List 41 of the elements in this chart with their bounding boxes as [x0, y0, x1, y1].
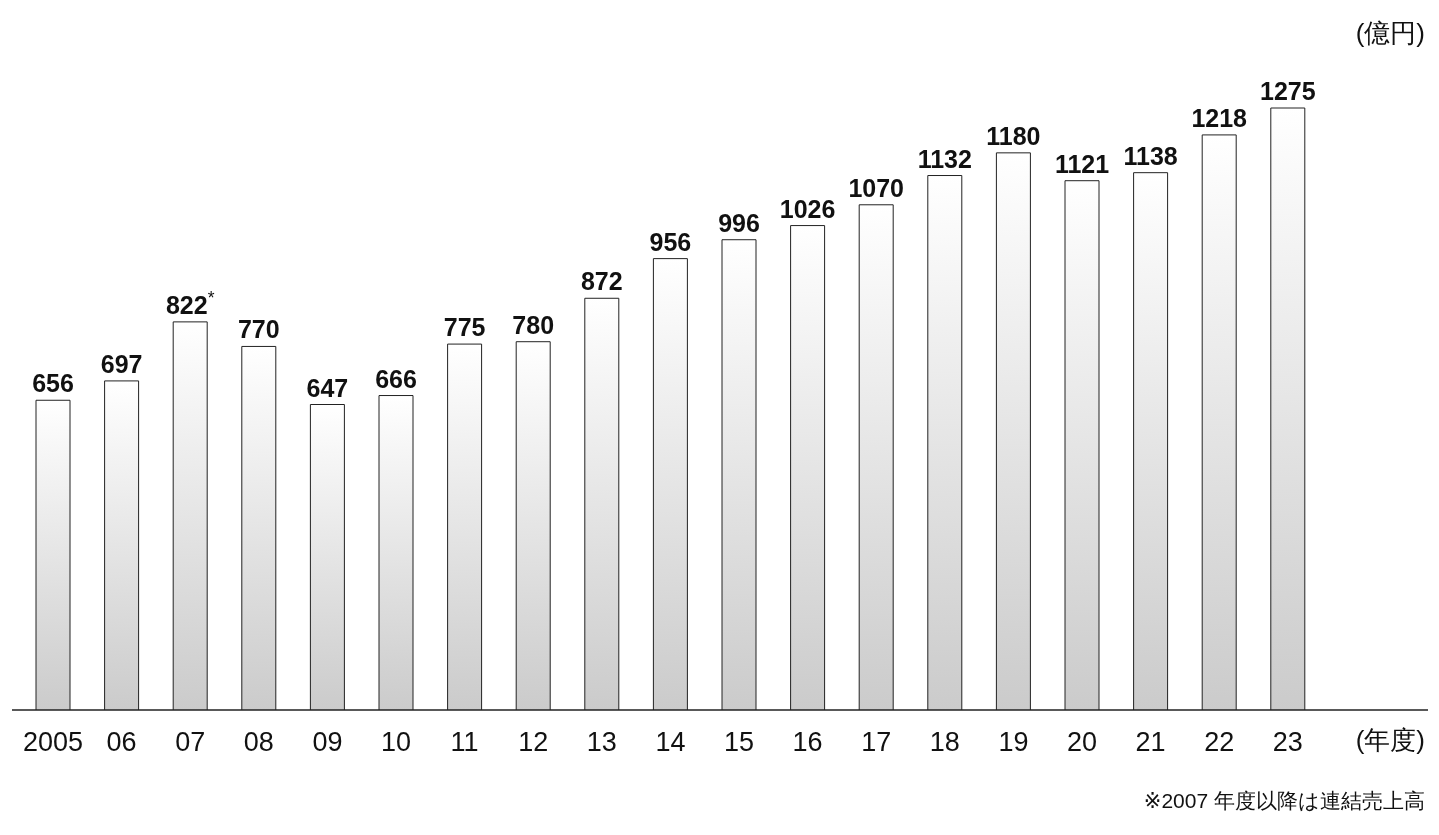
y-axis-title: (億円) — [1355, 18, 1425, 48]
x-tick-label: 10 — [380, 727, 412, 757]
x-tick-label: 06 — [106, 727, 137, 757]
data-label: 656 — [32, 369, 74, 398]
x-tick-label: 16 — [792, 727, 823, 757]
data-label: 1218 — [1191, 103, 1248, 132]
data-label: 770 — [237, 315, 280, 344]
data-label: 822$^{*}$ — [165, 287, 215, 319]
x-tick-label: 12 — [518, 727, 549, 757]
data-label: 1121 — [1054, 149, 1110, 178]
x-tick-label: 2005 — [22, 727, 84, 757]
x-tick-label: 14 — [655, 727, 686, 757]
data-label: 956 — [649, 227, 692, 256]
x-tick-label: 13 — [586, 727, 617, 757]
x-tick-label: 22 — [1204, 727, 1235, 757]
data-label: 647 — [306, 373, 349, 402]
text: ※2007 年度以降は連結売上高 — [1143, 789, 1425, 812]
data-label: 996 — [718, 208, 760, 237]
data-label: 780 — [512, 310, 555, 339]
x-tick-label: 15 — [723, 727, 755, 757]
x-tick-label: 23 — [1272, 727, 1303, 757]
x-tick-label: 17 — [861, 727, 892, 757]
data-label: 775 — [443, 313, 486, 342]
x-tick-label: 11 — [450, 727, 479, 757]
data-label: 1138 — [1123, 141, 1178, 170]
data-label: 1180 — [986, 121, 1041, 150]
x-tick-label: 21 — [1135, 727, 1166, 757]
data-label: 1132 — [917, 144, 972, 173]
data-label: 872 — [580, 267, 623, 296]
x-tick-label: 18 — [929, 727, 960, 757]
data-label: 666 — [375, 364, 417, 393]
data-label: 1026 — [779, 194, 836, 223]
x-tick-label: 09 — [312, 727, 343, 757]
data-label: 1070 — [848, 173, 905, 202]
x-tick-label: 07 — [175, 727, 206, 757]
data-label: 697 — [100, 349, 143, 378]
x-tick-label: 08 — [243, 727, 274, 757]
data-label: 1275 — [1259, 77, 1316, 105]
x-tick-label: 20 — [1066, 727, 1098, 757]
x-axis-title: (年度) — [1355, 725, 1425, 755]
x-tick-label: 19 — [998, 727, 1029, 757]
